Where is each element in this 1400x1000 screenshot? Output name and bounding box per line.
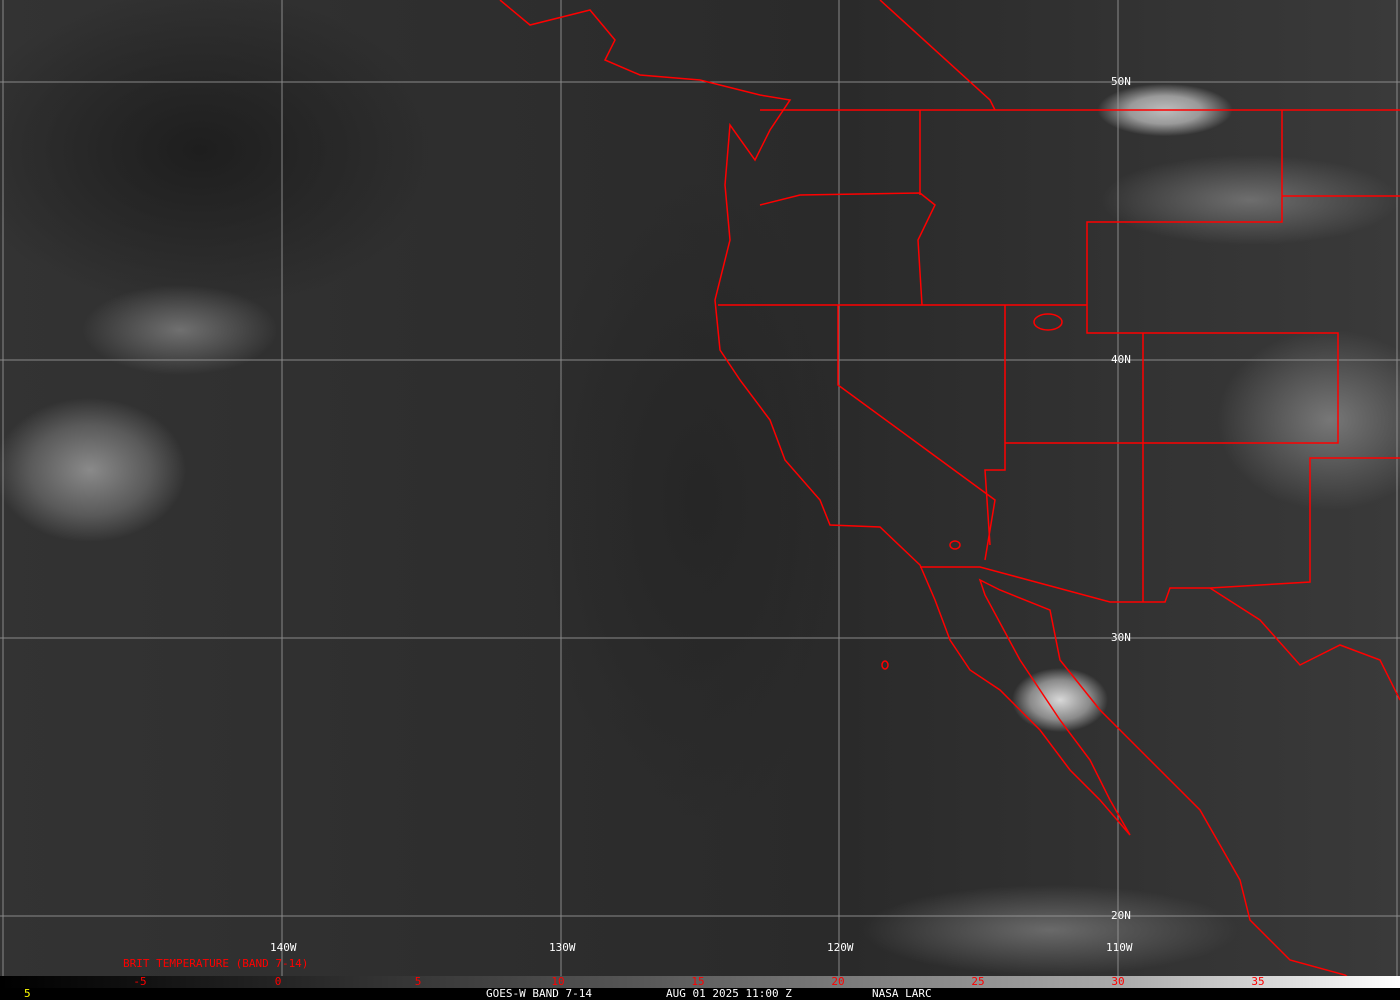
lat-label-20n: 20N	[1111, 909, 1131, 922]
footer-satellite: GOES-W BAND 7-14	[486, 987, 592, 1000]
lat-label-50n: 50N	[1111, 75, 1131, 88]
color-bar-tick: 5	[414, 975, 422, 988]
color-bar-tick: 20	[831, 975, 845, 988]
wa-or-border	[759, 192, 936, 306]
color-bar-tick: 15	[691, 975, 705, 988]
color-bar-tick: 10	[551, 975, 565, 988]
footer-left-value: 5	[24, 987, 31, 1000]
color-bar	[0, 976, 1400, 988]
color-bar-tick: 25	[971, 975, 985, 988]
infrared-imagery	[0, 0, 1400, 976]
color-bar-tick: 0	[274, 975, 282, 988]
lon-label-110w: 110W	[1106, 941, 1133, 954]
lat-lon-grid	[0, 0, 1400, 976]
map-overlay	[0, 0, 1400, 976]
color-bar-tick: -5	[133, 975, 147, 988]
footer-bar	[0, 988, 1400, 1000]
legend-title: BRIT TEMPERATURE (BAND 7-14)	[123, 957, 309, 970]
lon-label-120w: 120W	[827, 941, 854, 954]
us-mexico-border	[920, 457, 1400, 603]
lat-label-30n: 30N	[1111, 631, 1131, 644]
lon-label-140w: 140W	[270, 941, 297, 954]
color-bar-tick: 30	[1111, 975, 1125, 988]
borders	[499, 0, 1400, 976]
footer-datetime: AUG 01 2025 11:00 Z	[666, 987, 792, 1000]
lat-label-40n: 40N	[1111, 353, 1131, 366]
ca-nv-border	[837, 305, 996, 561]
footer-source: NASA LARC	[872, 987, 932, 1000]
color-bar-tick: 35	[1251, 975, 1265, 988]
lon-label-130w: 130W	[549, 941, 576, 954]
coastline	[499, 0, 1348, 976]
